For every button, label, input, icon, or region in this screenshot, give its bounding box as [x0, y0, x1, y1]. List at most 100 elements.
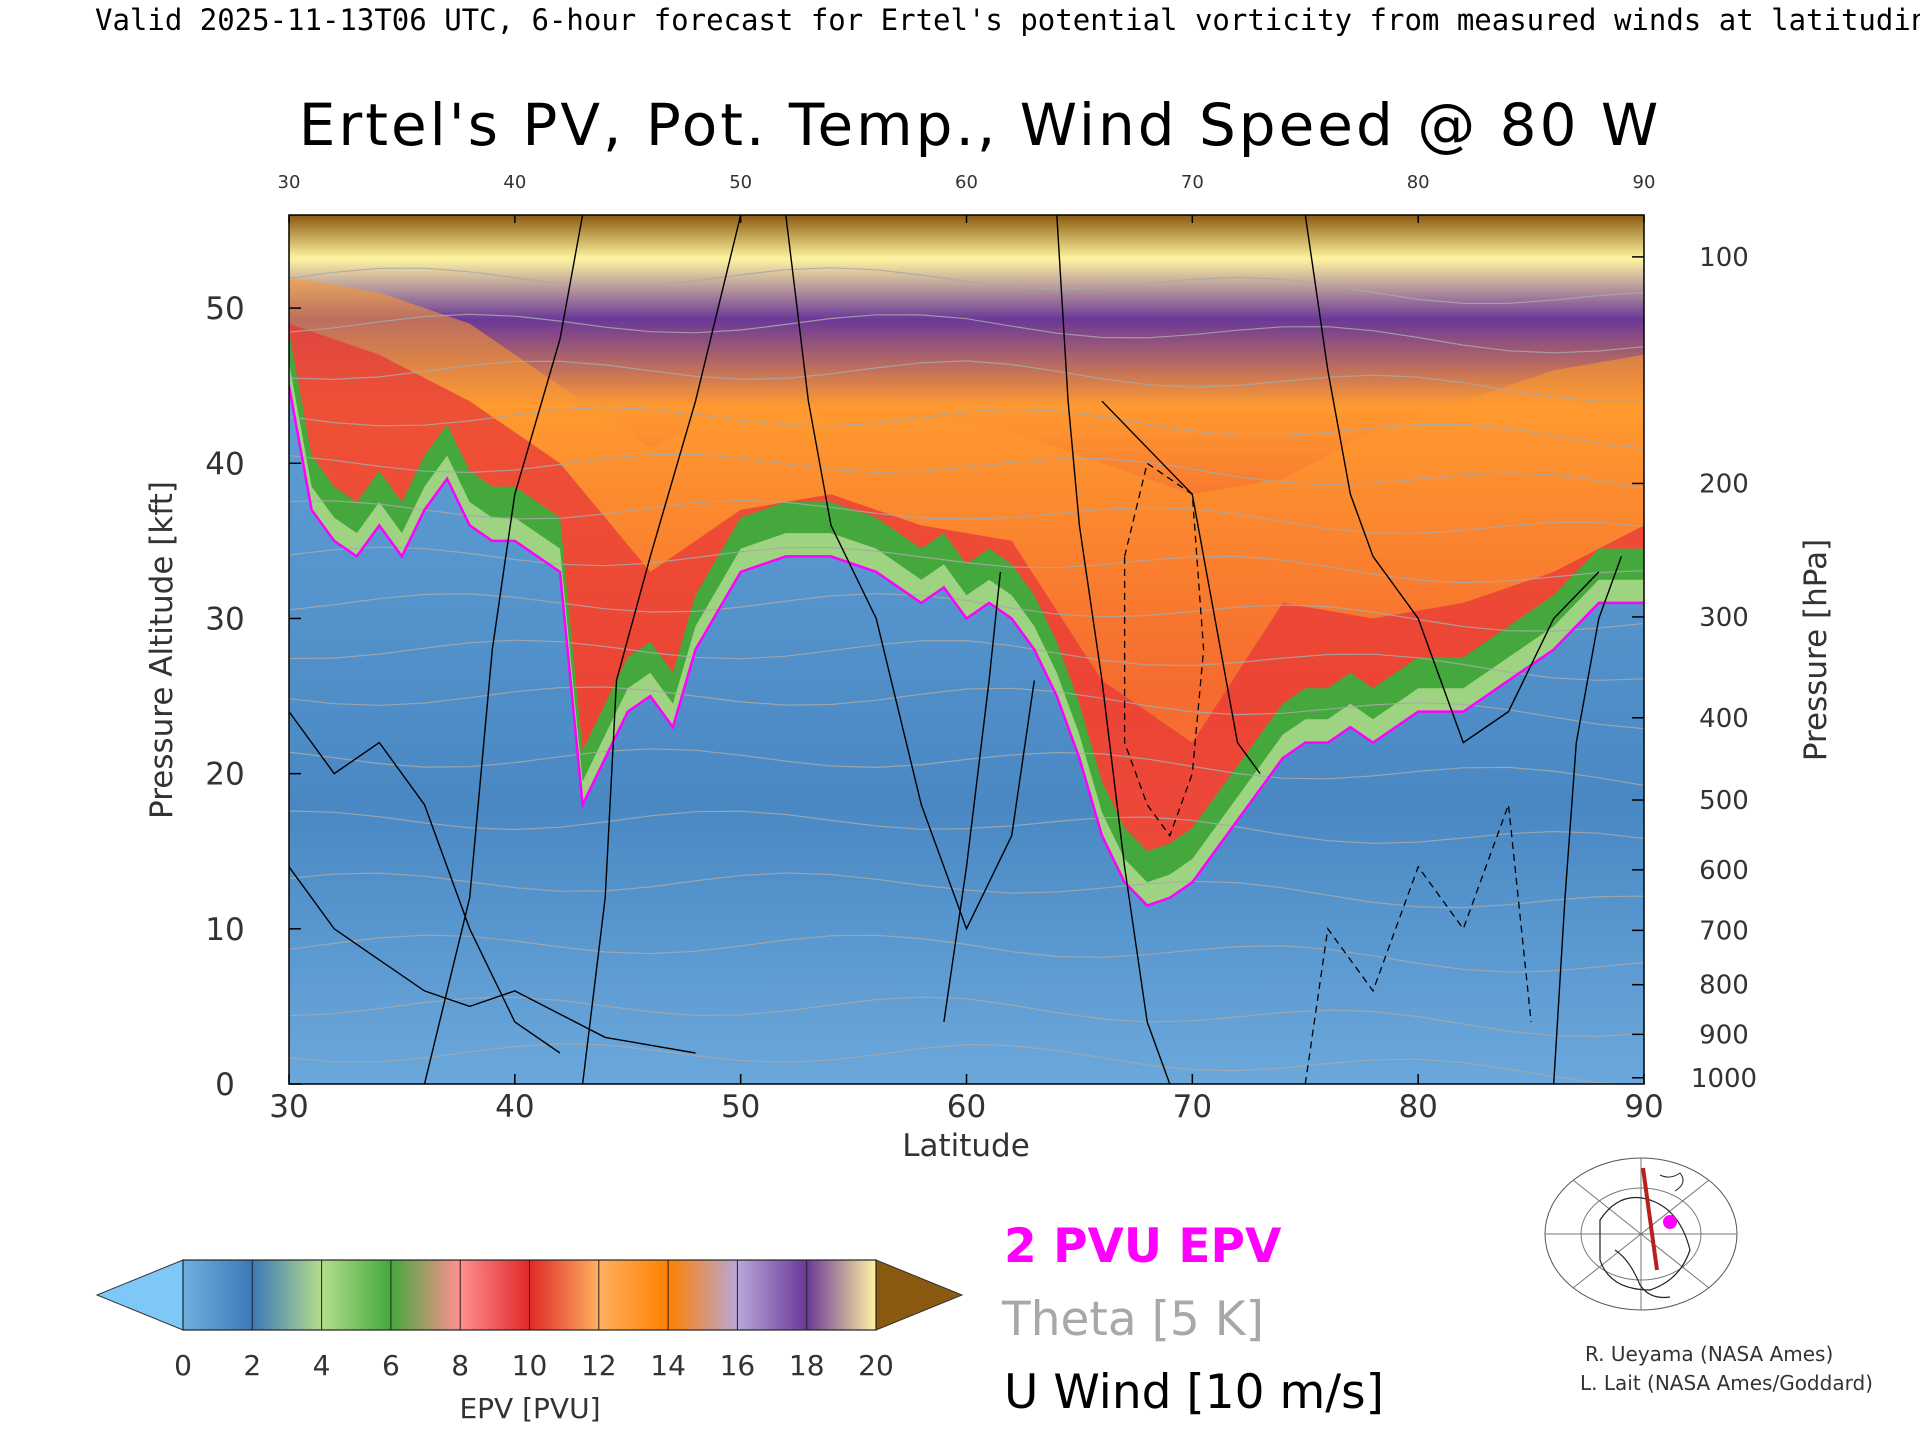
- top-x-tick-label: 50: [729, 172, 752, 193]
- colorbar-segment: [183, 1260, 253, 1330]
- wind-line: [581, 215, 742, 1084]
- colorbar-segment: [668, 1260, 738, 1330]
- pressure-tick-label: 600: [1699, 856, 1749, 886]
- theta-line: [289, 313, 1644, 354]
- x-tick-label: 60: [947, 1089, 986, 1125]
- chart-title: Ertel's PV, Pot. Temp., Wind Speed @ 80 …: [299, 91, 1662, 159]
- pressure-axis-ticks: 100 200 300 400 500 600 700 800 900 1000: [1632, 243, 1757, 1094]
- wind-line: [1101, 400, 1261, 775]
- pressure-axis-label: Pressure [hPa]: [1798, 539, 1834, 761]
- pressure-tick-label: 200: [1699, 469, 1749, 499]
- wind-line: [1056, 215, 1171, 1084]
- colorbar-segment: [460, 1260, 530, 1330]
- locator-map: [1543, 1154, 1740, 1311]
- top-x-tick-label: 70: [1181, 172, 1204, 193]
- y-tick-label: 0: [215, 1067, 235, 1103]
- x-tick-label: 80: [1398, 1089, 1437, 1125]
- colorbar-frame: [182, 1259, 877, 1331]
- top-x-tick-label: 60: [955, 172, 978, 193]
- header-text: Valid 2025-11-13T06 UTC, 6-hour forecast…: [95, 3, 1920, 37]
- y-tick-label: 20: [205, 757, 244, 793]
- theta-line: [289, 996, 1644, 1038]
- colorbar: 0 2 4 6 8 10 12 14 16 18 20: [95, 1259, 964, 1382]
- colorbar-tick-label: 8: [451, 1349, 469, 1382]
- colorbar-segment: [252, 1260, 322, 1330]
- plot-area: [289, 215, 1644, 1084]
- theta-line: [289, 1043, 1631, 1084]
- top-x-tick-label: 40: [503, 172, 526, 193]
- colorbar-tick-label: 18: [789, 1349, 825, 1382]
- legend-theta: Theta [5 K]: [1001, 1292, 1264, 1347]
- colorbar-tick-label: 16: [720, 1349, 756, 1382]
- colorbar-tick-label: 10: [512, 1349, 548, 1382]
- theta-line: [289, 748, 1644, 786]
- theta-line: [289, 934, 1644, 973]
- wind-line: [289, 866, 696, 1054]
- x-axis-ticks: 30 40 50 60 70 80 90: [269, 1074, 1664, 1125]
- wind-line: [1304, 215, 1600, 744]
- colorbar-segment: [390, 1260, 461, 1330]
- top-x-tick-label: 30: [278, 172, 301, 193]
- x-tick-label: 40: [495, 1089, 534, 1125]
- y-tick-label: 40: [205, 446, 244, 482]
- pressure-tick-label: 500: [1699, 786, 1749, 816]
- theta-line: [289, 546, 1644, 584]
- legend: 2 PVU EPV Theta [5 K] U Wind [10 m/s]: [1001, 1219, 1384, 1420]
- colorbar-under-arrow: [95, 1259, 184, 1331]
- y-axis-ticks: 0 10 20 30 40 50: [205, 291, 301, 1103]
- wind-line: [423, 215, 584, 1084]
- colorbar-tick-label: 0: [174, 1349, 192, 1382]
- x-tick-label: 50: [721, 1089, 760, 1125]
- x-tick-label: 90: [1624, 1089, 1663, 1125]
- credit-line-2: L. Lait (NASA Ames/Goddard): [1580, 1371, 1873, 1395]
- theta-line: [289, 686, 1644, 730]
- y-axis-label: Pressure Altitude [kft]: [144, 481, 180, 819]
- colorbar-tick-label: 2: [243, 1349, 261, 1382]
- y-tick-label: 10: [205, 912, 244, 948]
- pressure-tick-label: 100: [1699, 243, 1749, 273]
- theta-line: [289, 267, 1644, 304]
- colorbar-tick-label: 14: [650, 1349, 686, 1382]
- legend-epv: 2 PVU EPV: [1004, 1219, 1282, 1274]
- troposphere-fill: [289, 385, 1644, 1084]
- two-pvu-contour: [289, 385, 1644, 907]
- theta-line: [289, 453, 1644, 489]
- theta-line: [289, 872, 1644, 909]
- colorbar-tick-label: 4: [313, 1349, 331, 1382]
- pressure-tick-label: 700: [1699, 916, 1749, 946]
- theta-line: [289, 499, 1644, 535]
- negative-wind-line: [1304, 804, 1532, 1084]
- theta-line: [289, 406, 1644, 450]
- colorbar-segment: [806, 1260, 876, 1330]
- y-tick-label: 30: [205, 601, 244, 637]
- colorbar-over-arrow: [875, 1259, 964, 1331]
- colorbar-tick-label: 6: [382, 1349, 400, 1382]
- pressure-tick-label: 1000: [1691, 1064, 1757, 1094]
- theta-line: [289, 639, 1644, 681]
- wind-line: [943, 571, 1002, 1023]
- u-wind-contours: [289, 215, 1623, 1084]
- colorbar-tick-label: 12: [581, 1349, 617, 1382]
- colorbar-segment: [321, 1260, 391, 1330]
- x-tick-label: 30: [269, 1089, 308, 1125]
- top-x-axis-ticks: 30 40 50 60 70 80 90: [278, 172, 1655, 223]
- wind-line: [1553, 556, 1623, 1084]
- pressure-tick-label: 400: [1699, 704, 1749, 734]
- colorbar-label: EPV [PVU]: [459, 1392, 600, 1425]
- pressure-tick-label: 800: [1699, 971, 1749, 1001]
- colorbar-segment: [737, 1260, 807, 1330]
- theta-line: [289, 360, 1644, 402]
- theta-line: [289, 810, 1644, 845]
- y-tick-label: 50: [205, 291, 244, 327]
- colorbar-segment: [529, 1260, 599, 1330]
- colorbar-segment: [598, 1260, 669, 1330]
- legend-wind: U Wind [10 m/s]: [1004, 1365, 1384, 1420]
- pressure-tick-label: 300: [1699, 603, 1749, 633]
- credit-line-1: R. Ueyama (NASA Ames): [1585, 1342, 1833, 1366]
- negative-wind-line: [1123, 462, 1205, 838]
- pressure-tick-label: 900: [1699, 1020, 1749, 1050]
- x-tick-label: 70: [1173, 1089, 1212, 1125]
- wind-line: [785, 215, 1035, 931]
- wind-line: [289, 711, 561, 1054]
